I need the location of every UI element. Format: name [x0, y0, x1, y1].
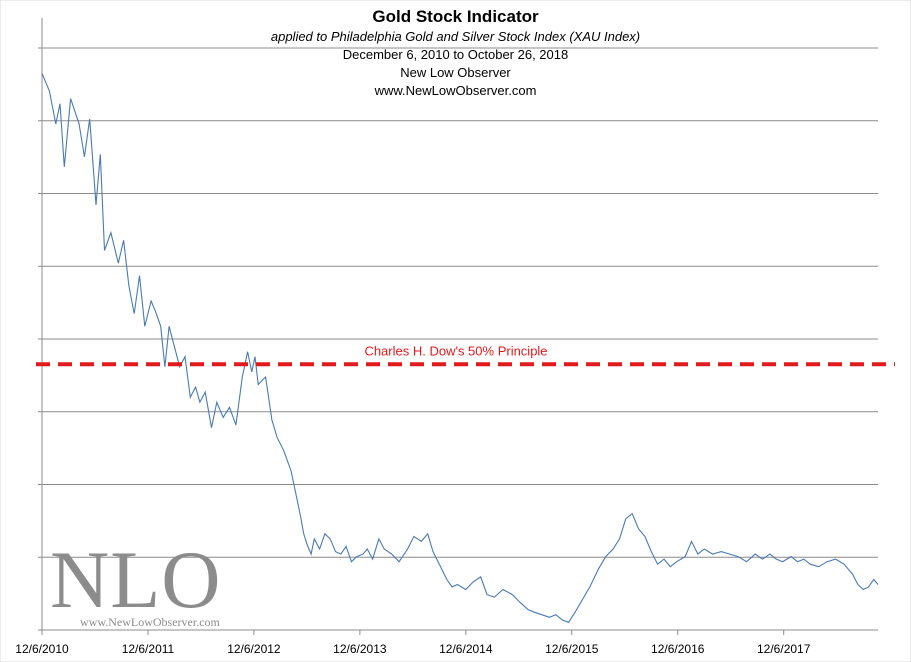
x-tick-label: 12/6/2014: [439, 642, 493, 656]
reference-line-label: Charles H. Dow's 50% Principle: [364, 343, 547, 358]
gridlines: [42, 47, 878, 558]
logo-text: NLO: [50, 534, 222, 625]
x-tick-label: 12/6/2017: [757, 642, 811, 656]
chart-title-block: Gold Stock Indicator applied to Philadel…: [0, 6, 911, 100]
x-tick-label: 12/6/2016: [651, 642, 705, 656]
x-tick-label: 12/6/2012: [227, 642, 281, 656]
axes: [38, 18, 878, 631]
x-axis-ticks: 12/6/2010 12/6/2011 12/6/2012 12/6/2013 12/6…: [15, 630, 811, 656]
x-tick-label: 12/6/2011: [122, 642, 175, 656]
chart-website: www.NewLowObserver.com: [374, 83, 537, 98]
chart-date-range: December 6, 2010 to October 26, 2018: [342, 47, 569, 62]
nlo-watermark-logo: NLO www.NewLowObserver.com: [50, 534, 222, 629]
chart-author: New Low Observer: [400, 65, 511, 80]
x-tick-label: 12/6/2013: [333, 642, 387, 656]
chart-subtitle: applied to Philadelphia Gold and Silver …: [270, 29, 641, 44]
xau-index-line: [41, 73, 879, 624]
chart-title: Gold Stock Indicator: [372, 7, 539, 26]
logo-url: www.NewLowObserver.com: [80, 615, 220, 629]
x-tick-label: 12/6/2010: [15, 642, 69, 656]
x-tick-label: 12/6/2015: [545, 642, 599, 656]
